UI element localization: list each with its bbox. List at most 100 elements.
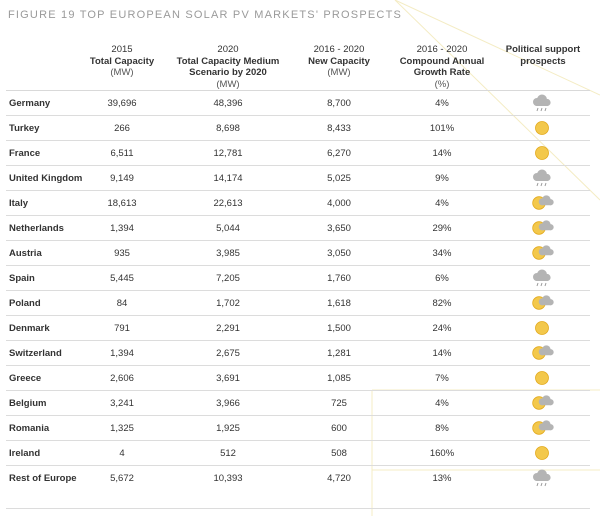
new-capacity-cell: 600 [290,415,388,441]
capacity-2020-cell: 22,613 [166,190,290,216]
new-capacity-cell: 4,720 [327,472,351,484]
sun-cloud-icon [498,344,588,362]
capacity-2015-cell: 1,325 [78,415,166,441]
cagr-cell: 101% [388,115,496,141]
cagr-cell: 34% [388,240,496,266]
capacity-2015-cell: 5,445 [78,265,166,291]
column-header-capacity-2015: 2015 Total Capacity (MW) [78,40,166,91]
table-row: Greece 2,606 3,691 1,085 7% [6,365,590,391]
country-cell: France [6,140,78,166]
table-row: Turkey 266 8,698 8,433 101% [6,115,590,141]
country-cell: Spain [6,265,78,291]
capacity-2015-cell: 266 [78,115,166,141]
cagr-cell: 13% [432,472,452,484]
capacity-2015-cell: 4 [78,440,166,466]
country-cell: Belgium [6,390,78,416]
cloud-rain-icon [498,469,588,487]
capacity-2015-cell: 1,394 [78,340,166,366]
table-row: United Kingdom 9,149 14,174 5,025 9% [6,165,590,191]
cagr-cell: 24% [388,315,496,341]
political-support-cell [496,165,590,191]
cagr-cell: 4% [388,90,496,116]
sun-cloud-icon [498,244,588,262]
cagr-cell: 9% [388,165,496,191]
cagr-cell: 160% [388,440,496,466]
table-row: Spain 5,445 7,205 1,760 6% [6,265,590,291]
table-row: Poland 84 1,702 1,618 82% [6,290,590,316]
country-cell: Poland [6,290,78,316]
table-row: Netherlands 1,394 5,044 3,650 29% [6,215,590,241]
cagr-cell: 4% [388,390,496,416]
cagr-cell: 29% [388,215,496,241]
capacity-2015-cell: 39,696 [78,90,166,116]
capacity-2020-cell: 512 [166,440,290,466]
country-cell: Austria [6,240,78,266]
new-capacity-cell: 6,270 [290,140,388,166]
country-cell: Germany [6,90,78,116]
sun-icon [498,119,588,137]
new-capacity-cell: 1,500 [290,315,388,341]
country-cell: Rest of Europe [9,472,77,484]
column-header-cagr: 2016 - 2020 Compound Annual Growth Rate … [388,40,496,91]
political-support-cell [496,140,590,166]
capacity-2015-cell: 3,241 [78,390,166,416]
header-label: New Capacity [308,55,370,67]
political-support-cell [496,240,590,266]
header-label: Total Capacity Medium Scenario by 2020 [176,55,280,79]
capacity-2015-cell: 18,613 [78,190,166,216]
capacity-2020-cell: 3,691 [166,365,290,391]
table-row: Germany 39,696 48,396 8,700 4% [6,90,590,116]
table-row: France 6,511 12,781 6,270 14% [6,140,590,166]
table-row: Denmark 791 2,291 1,500 24% [6,315,590,341]
header-year: 2020 [217,44,239,55]
table-row: Italy 18,613 22,613 4,000 4% [6,190,590,216]
cagr-cell: 14% [388,340,496,366]
cloud-rain-icon [498,94,588,112]
country-cell: Turkey [6,115,78,141]
new-capacity-cell: 8,700 [290,90,388,116]
political-support-cell [496,390,590,416]
capacity-2020-cell: 10,393 [213,472,243,484]
header-unit: (%) [434,78,450,90]
capacity-2015-cell: 5,672 [110,472,134,484]
table-header-row: 2015 Total Capacity (MW) 2020 Total Capa… [6,40,590,91]
capacity-2020-cell: 48,396 [166,90,290,116]
header-label: Compound Annual Growth Rate [399,55,485,79]
column-header-capacity-2020: 2020 Total Capacity Medium Scenario by 2… [166,40,290,91]
capacity-2015-cell: 791 [78,315,166,341]
capacity-2015-cell: 9,149 [78,165,166,191]
sun-icon [498,444,588,462]
sun-cloud-icon [498,219,588,237]
table-row: Ireland 4 512 508 160% [6,440,590,466]
cagr-cell: 8% [388,415,496,441]
new-capacity-cell: 3,650 [290,215,388,241]
capacity-2015-cell: 935 [78,240,166,266]
sun-cloud-icon [498,194,588,212]
political-support-cell [496,365,590,391]
sun-icon [498,369,588,387]
political-support-cell [496,115,590,141]
new-capacity-cell: 5,025 [290,165,388,191]
column-header-country [6,40,78,91]
new-capacity-cell: 725 [290,390,388,416]
new-capacity-cell: 3,050 [290,240,388,266]
table-row: Austria 935 3,985 3,050 34% [6,240,590,266]
header-year: 2016 - 2020 [416,44,468,55]
cloud-rain-icon [498,269,588,287]
country-cell: Netherlands [6,215,78,241]
sun-icon [498,144,588,162]
capacity-2020-cell: 3,966 [166,390,290,416]
capacity-2020-cell: 5,044 [166,215,290,241]
bottom-divider [6,508,590,509]
political-support-cell [496,190,590,216]
political-support-cell [496,90,590,116]
capacity-2015-cell: 6,511 [78,140,166,166]
column-header-new-capacity: 2016 - 2020 New Capacity (MW) [290,40,388,91]
capacity-2020-cell: 12,781 [166,140,290,166]
table-row: Rest of Europe 5,672 10,393 4,720 13% [6,466,590,491]
political-support-cell [496,466,590,491]
political-support-cell [496,415,590,441]
political-support-cell [496,265,590,291]
country-cell: Ireland [6,440,78,466]
column-header-political-support: Political support prospects [496,40,590,91]
